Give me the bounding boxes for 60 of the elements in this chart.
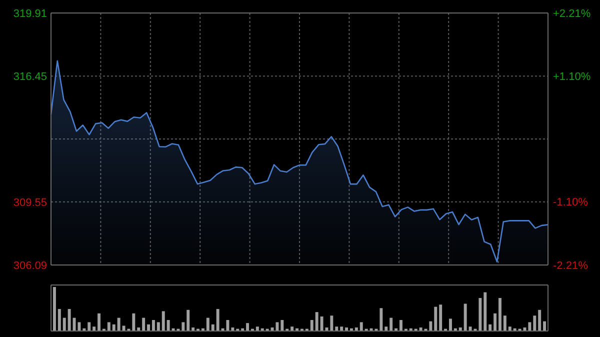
y-tick-label: 309.55 (13, 196, 47, 209)
bar (147, 324, 150, 331)
bar (107, 322, 110, 331)
bar (484, 292, 487, 331)
y2-tick-label: +1.10% (553, 71, 591, 84)
bar (256, 326, 259, 331)
bar (340, 326, 344, 331)
bar (439, 304, 442, 331)
bar (152, 320, 155, 331)
bar (494, 313, 497, 331)
y-tick-label: 319.91 (13, 8, 47, 20)
bar (543, 321, 546, 331)
y2-tick-label: -2.21% (553, 260, 588, 272)
bar (310, 320, 314, 331)
bar (92, 326, 96, 331)
bar (246, 323, 250, 331)
y-tick-label: 306.09 (13, 260, 47, 272)
bar (533, 316, 536, 331)
bar (112, 324, 116, 331)
bar (488, 324, 492, 331)
bar (216, 309, 220, 331)
bar (503, 316, 506, 331)
bar (498, 298, 502, 331)
bar (52, 287, 56, 331)
bar (478, 298, 482, 331)
bar (182, 322, 185, 331)
y2-tick-label: +2.21% (553, 8, 591, 20)
bar (429, 321, 432, 331)
bar (448, 318, 452, 331)
bar (117, 318, 120, 331)
bar (88, 322, 91, 331)
bar (162, 311, 165, 331)
bar (464, 304, 467, 331)
y2-tick-label: -1.10% (553, 196, 588, 209)
bar (211, 324, 214, 331)
bar (434, 306, 438, 331)
bar (384, 326, 388, 331)
bar (360, 322, 363, 331)
bar (508, 326, 512, 331)
bar (98, 313, 100, 331)
bar (132, 313, 136, 331)
bar (58, 309, 61, 331)
bar (62, 318, 66, 331)
bar (399, 320, 402, 331)
y-tick-label: 316.45 (13, 70, 47, 83)
bar (142, 318, 146, 331)
bar (206, 318, 210, 331)
bar (315, 312, 318, 331)
bar (280, 320, 284, 331)
bar (330, 316, 334, 331)
bar (68, 309, 71, 331)
bar (528, 322, 532, 331)
bar (156, 322, 160, 331)
bar (380, 308, 383, 331)
bar (538, 310, 542, 331)
bar (390, 318, 393, 331)
bar (186, 310, 190, 331)
bar (290, 326, 294, 331)
bar (166, 320, 170, 331)
bar (335, 326, 338, 331)
